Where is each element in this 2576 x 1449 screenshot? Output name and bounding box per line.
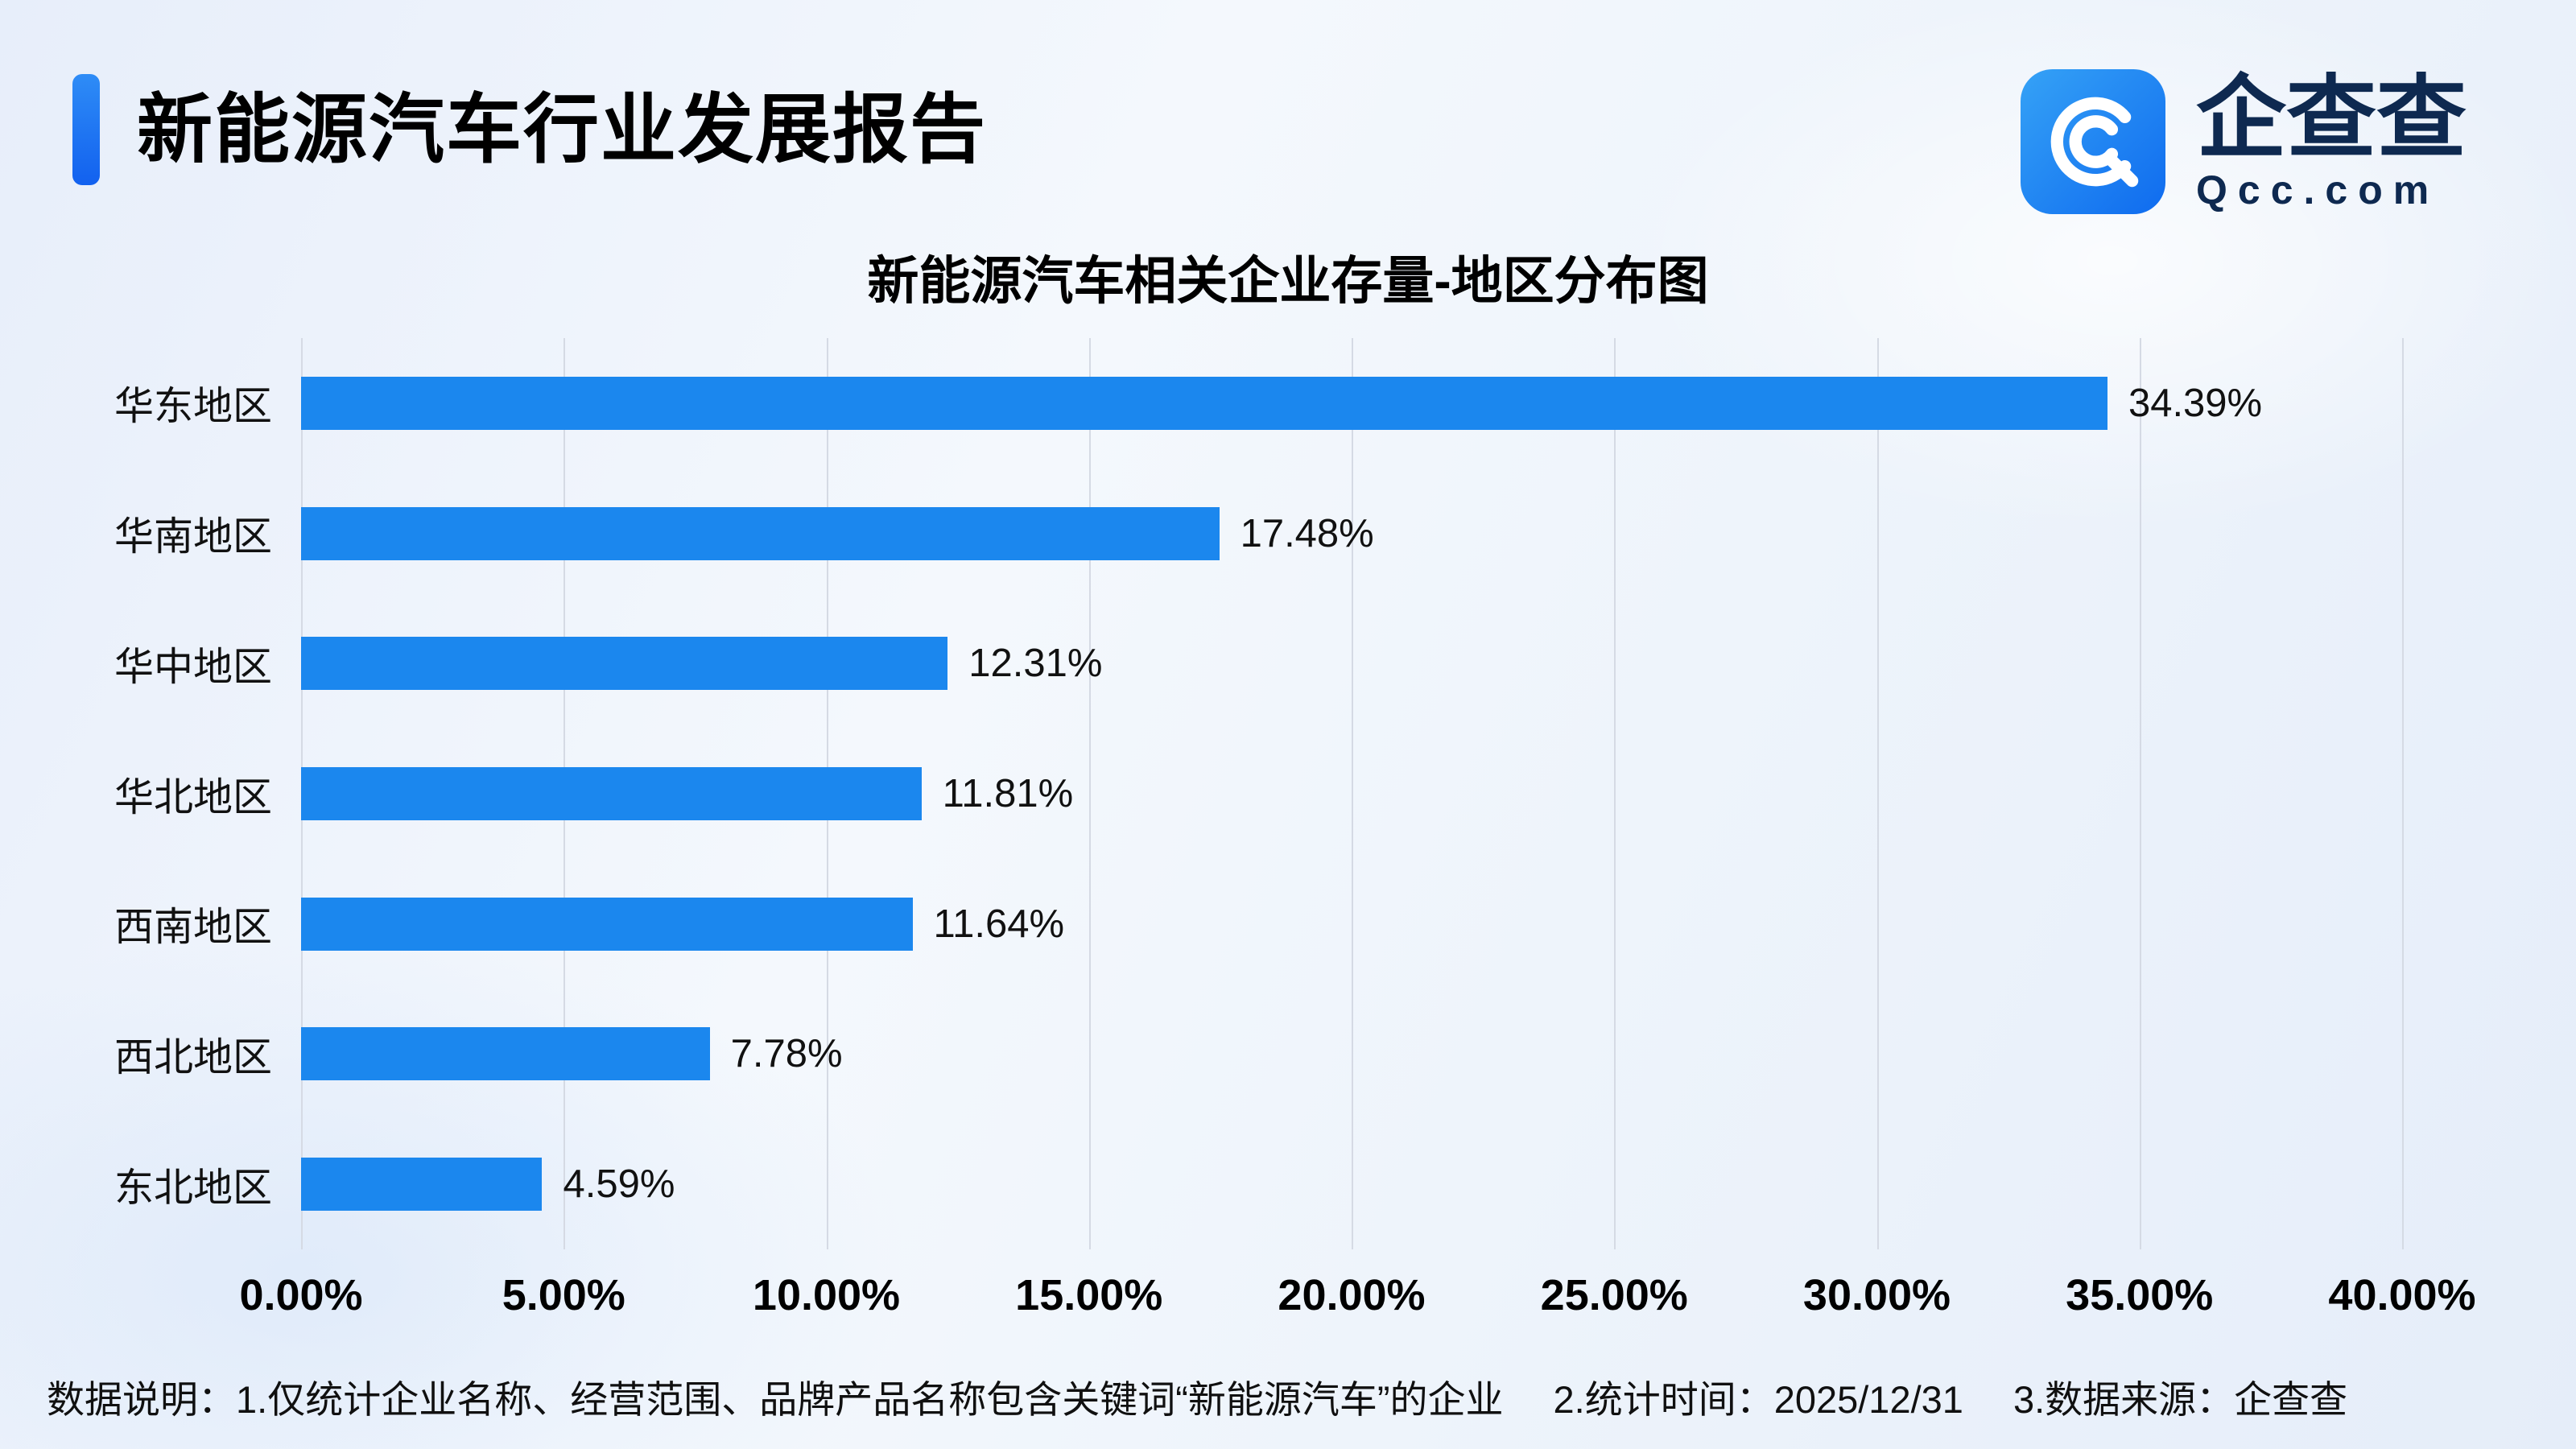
qcc-logo: 企查查 Qcc.com <box>2021 69 2467 214</box>
value-label: 7.78% <box>730 1032 843 1076</box>
x-axis: 0.00% 5.00% 10.00% 15.00% 20.00% 25.00% 30.00%… <box>239 1249 2475 1330</box>
brand-name: 企查查 <box>2196 68 2467 168</box>
x-tick-label: 15.00% <box>1015 1271 1163 1319</box>
bar-track: 11.64% <box>301 897 2402 951</box>
category-label: 华中地区 <box>114 645 272 689</box>
note-scope: 数据说明：1.仅统计企业名称、经营范围、品牌产品名称包含关键词“新能源汽车”的企… <box>47 1378 1504 1421</box>
bar: 7.78% <box>301 1027 843 1081</box>
report-header: 新能源汽车行业发展报告 <box>72 74 987 185</box>
note-source: 3.数据来源：企查查 <box>2013 1378 2348 1421</box>
x-tick-label: 10.00% <box>752 1271 901 1319</box>
category-label: 东北地区 <box>114 1166 272 1210</box>
qcc-spiral-icon <box>2021 69 2165 214</box>
x-tick-label: 40.00% <box>2328 1271 2476 1319</box>
note-date: 2.统计时间：2025/12/31 <box>1553 1378 1963 1421</box>
bar: 11.81% <box>301 767 1073 821</box>
chart-row: 西南地区 11.64% <box>0 859 2402 989</box>
brand-domain: Qcc.com <box>2196 167 2440 213</box>
gridline <box>2139 338 2141 1249</box>
gridline <box>1876 338 1879 1249</box>
bar-track: 12.31% <box>301 637 2402 691</box>
chart-rows: 华东地区 34.39% 华南地区 17.48% 华中地区 12.31% 华北地区 11.81%… <box>0 338 2402 1249</box>
value-label: 11.64% <box>933 902 1065 946</box>
bar-track: 7.78% <box>301 1027 2402 1081</box>
chart-row: 西北地区 7.78% <box>0 989 2402 1120</box>
chart-row: 华北地区 11.81% <box>0 729 2402 859</box>
qcc-logo-text: 企查查 Qcc.com <box>2196 68 2467 213</box>
bar-chart: 华东地区 34.39% 华南地区 17.48% 华中地区 12.31% 华北地区 11.81%… <box>0 338 2476 1319</box>
x-tick-label: 0.00% <box>239 1271 363 1319</box>
value-label: 11.81% <box>942 772 1074 816</box>
bar-track: 17.48% <box>301 506 2402 560</box>
bar-track: 4.59% <box>301 1158 2402 1212</box>
value-label: 12.31% <box>968 642 1103 686</box>
x-tick-label: 30.00% <box>1802 1271 1951 1319</box>
chart-title: 新能源汽车相关企业存量-地区分布图 <box>867 252 1709 310</box>
chart-row: 东北地区 4.59% <box>0 1119 2402 1249</box>
chart-row: 华南地区 17.48% <box>0 469 2402 599</box>
bar-track: 11.81% <box>301 767 2402 821</box>
bar: 4.59% <box>301 1158 675 1212</box>
category-label: 西南地区 <box>114 906 272 950</box>
value-label: 17.48% <box>1240 511 1374 555</box>
bar: 34.39% <box>301 376 2262 430</box>
x-tick-label: 35.00% <box>2066 1271 2214 1319</box>
chart-row: 华东地区 34.39% <box>0 338 2402 469</box>
bar: 11.64% <box>301 897 1064 951</box>
gridline <box>2402 338 2404 1249</box>
category-label: 华北地区 <box>114 775 272 819</box>
x-tick-label: 25.00% <box>1540 1271 1688 1319</box>
category-label: 华南地区 <box>114 515 272 559</box>
category-label: 西北地区 <box>114 1035 272 1080</box>
title-accent-bar <box>72 74 100 185</box>
bar-track: 34.39% <box>301 376 2402 430</box>
bar: 17.48% <box>301 506 1374 560</box>
gridline <box>1614 338 1616 1249</box>
value-label: 34.39% <box>2128 381 2263 425</box>
category-label: 华东地区 <box>114 385 272 429</box>
x-tick-label: 5.00% <box>502 1271 625 1319</box>
report-title: 新能源汽车行业发展报告 <box>137 87 988 171</box>
chart-row: 华中地区 12.31% <box>0 598 2402 729</box>
value-label: 4.59% <box>563 1162 675 1207</box>
data-note: 数据说明：1.仅统计企业名称、经营范围、品牌产品名称包含关键词“新能源汽车”的企… <box>47 1368 2347 1424</box>
bar: 12.31% <box>301 637 1102 691</box>
gridline <box>1352 338 1353 1249</box>
x-tick-label: 20.00% <box>1278 1271 1426 1319</box>
gridline <box>1088 338 1091 1249</box>
